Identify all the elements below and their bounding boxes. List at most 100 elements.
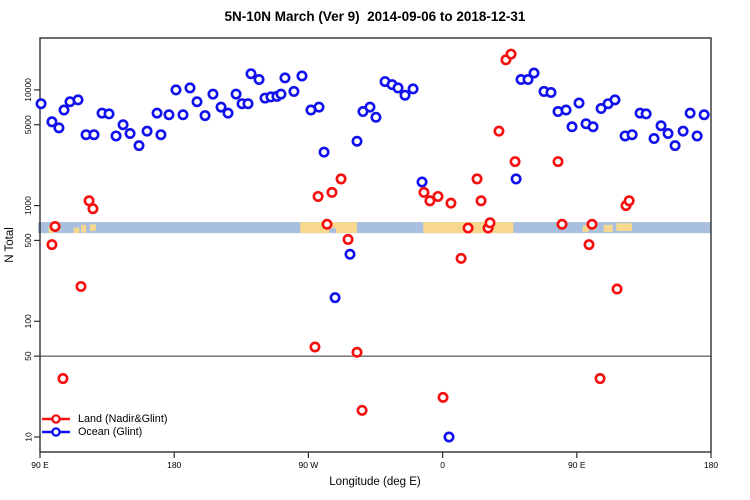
- data-point-ocean: [253, 73, 265, 85]
- data-point-land: [611, 283, 623, 295]
- legend-item-ocean: Ocean (Glint): [41, 425, 167, 438]
- data-point-land: [493, 125, 505, 137]
- data-point-ocean: [242, 98, 254, 110]
- data-point-ocean: [177, 109, 189, 121]
- data-point-ocean: [230, 88, 242, 100]
- data-point-ocean: [53, 122, 65, 134]
- data-point-land: [335, 173, 347, 185]
- data-point-ocean: [510, 173, 522, 185]
- x-tick-label: 90 E: [568, 460, 586, 470]
- data-point-ocean: [522, 73, 534, 85]
- data-point-land: [87, 203, 99, 215]
- data-point-ocean: [691, 130, 703, 142]
- data-point-ocean: [163, 109, 175, 121]
- data-point-ocean: [191, 96, 203, 108]
- data-point-land: [623, 195, 635, 207]
- map-band-land-patch: [329, 222, 336, 229]
- data-point-ocean: [72, 94, 84, 106]
- plot-border: [39, 37, 712, 453]
- data-point-ocean: [399, 89, 411, 101]
- data-point-land: [462, 222, 474, 234]
- y-tick-label: 10000: [23, 78, 33, 102]
- legend-label-ocean: Ocean (Glint): [78, 425, 143, 438]
- data-point-ocean: [151, 107, 163, 119]
- data-point-land: [509, 156, 521, 168]
- data-point-land: [57, 373, 69, 385]
- data-point-land: [342, 233, 354, 245]
- data-point-ocean: [443, 431, 455, 443]
- data-point-ocean: [46, 116, 58, 128]
- data-point-ocean: [370, 111, 382, 123]
- data-point-land: [594, 373, 606, 385]
- data-point-ocean: [35, 98, 47, 110]
- data-point-ocean: [103, 108, 115, 120]
- y-tick-label: 50: [23, 351, 33, 361]
- data-point-ocean: [407, 83, 419, 95]
- data-point-land: [75, 280, 87, 292]
- data-point-land: [312, 190, 324, 202]
- x-tick-label: 180: [167, 460, 181, 470]
- data-point-ocean: [351, 135, 363, 147]
- data-point-ocean: [626, 129, 638, 141]
- data-point-ocean: [640, 108, 652, 120]
- data-point-land: [351, 346, 363, 358]
- data-point-ocean: [296, 70, 308, 82]
- data-point-land: [583, 239, 595, 251]
- data-point-ocean: [669, 140, 681, 152]
- data-point-ocean: [245, 68, 257, 80]
- data-point-ocean: [587, 121, 599, 133]
- legend-item-land: Land (Nadir&Glint): [41, 412, 167, 425]
- map-band-ocean: [38, 222, 711, 234]
- data-point-ocean: [364, 101, 376, 113]
- land-series-symbol-icon: [42, 413, 70, 424]
- data-point-ocean: [662, 127, 674, 139]
- y-tick-label: 1000: [23, 196, 33, 215]
- data-point-land: [445, 197, 457, 209]
- data-point-ocean: [609, 94, 621, 106]
- data-point-ocean: [155, 129, 167, 141]
- map-band-land-patch: [616, 223, 632, 231]
- data-point-ocean: [528, 67, 540, 79]
- data-point-ocean: [117, 119, 129, 131]
- data-point-ocean: [648, 133, 660, 145]
- data-point-ocean: [344, 248, 356, 260]
- y-axis-title: N Total: [4, 227, 16, 263]
- data-point-ocean: [677, 125, 689, 137]
- data-point-ocean: [566, 121, 578, 133]
- data-point-ocean: [573, 97, 585, 109]
- data-point-ocean: [275, 88, 287, 100]
- data-point-ocean: [595, 103, 607, 115]
- data-point-land: [424, 195, 436, 207]
- data-point-ocean: [215, 101, 227, 113]
- y-tick-label: 100: [23, 314, 33, 328]
- data-point-ocean: [560, 104, 572, 116]
- legend-label-land: Land (Nadir&Glint): [78, 412, 168, 425]
- x-tick-label: 90 W: [298, 460, 318, 470]
- data-point-ocean: [110, 130, 122, 142]
- data-point-land: [432, 190, 444, 202]
- data-point-ocean: [416, 176, 428, 188]
- map-band-land-patch: [89, 224, 96, 231]
- data-point-land: [505, 48, 517, 60]
- y-tick-label: 5000: [23, 115, 33, 134]
- x-axis-title: Longitude (deg E): [329, 476, 421, 488]
- data-point-ocean: [279, 72, 291, 84]
- data-point-land: [321, 218, 333, 230]
- legend: Land (Nadir&Glint) Ocean (Glint): [41, 412, 167, 438]
- data-point-ocean: [313, 101, 325, 113]
- data-point-ocean: [698, 109, 710, 121]
- data-point-ocean: [58, 104, 70, 116]
- map-band-land-patch: [335, 222, 357, 234]
- y-tick-label: 500: [23, 233, 33, 247]
- data-point-ocean: [199, 110, 211, 122]
- data-point-ocean: [545, 86, 557, 98]
- data-point-ocean: [88, 129, 100, 141]
- data-point-ocean: [392, 82, 404, 94]
- data-point-land: [484, 217, 496, 229]
- data-point-land: [326, 186, 338, 198]
- data-point-ocean: [288, 85, 300, 97]
- data-point-land: [309, 341, 321, 353]
- data-point-land: [418, 186, 430, 198]
